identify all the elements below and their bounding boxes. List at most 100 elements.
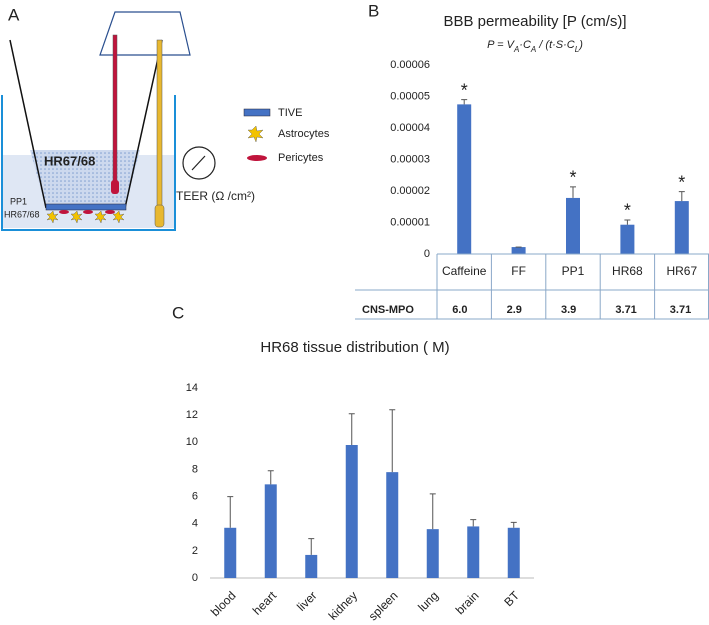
panel-label: B [368,1,379,20]
chart-title: HR68 tissue distribution ( M) [260,339,449,356]
subtitle-part: / (t·S·C [536,39,575,51]
error-bar [389,409,396,473]
x-tick-label: lung [415,588,441,614]
subtitle-part: ) [577,39,583,51]
table-cell: 3.71 [615,304,636,316]
table-cell: 3.9 [561,304,576,316]
error-bar [678,191,685,202]
panel-label: A [8,5,20,24]
astrocytes [46,210,125,224]
significance: * [678,172,685,192]
bar [507,527,520,578]
bar [620,224,635,254]
legend-swatch [247,125,264,143]
subtitle-part: A [513,45,519,54]
y-tick-label: 14 [186,382,198,394]
significance: * [624,201,631,221]
legend-label: Astrocytes [278,128,330,140]
bar [345,445,358,578]
panel-label: C [172,303,184,322]
y-tick-label: 0 [192,572,198,584]
x-tick-label: blood [208,588,239,619]
chart-subtitle: P = VA·CA / (t·S·CL) [487,39,583,54]
y-tick-label: 10 [186,436,198,448]
bar [386,472,399,578]
y-tick-label: 0.00003 [390,153,430,165]
error-bar [267,470,274,485]
y-tick-label: 12 [186,409,198,421]
error-bar [470,519,477,527]
bar [457,104,472,254]
y-tick-label: 4 [192,518,198,530]
bar [511,247,526,254]
y-tick-label: 0.00001 [390,216,430,228]
bar [224,527,237,578]
table-cell: 3.71 [670,304,691,316]
x-tick-label: FF [511,264,526,278]
tive-layer [45,203,127,211]
y-tick-label: 0.00002 [390,185,430,197]
subtitle-part: P = V [487,39,515,51]
table-cell: 6.0 [452,304,467,316]
error-bar [227,496,234,528]
error-bar [429,493,436,530]
x-tick-label: liver [294,588,319,613]
electrode [156,39,163,226]
y-tick-label: 0 [424,248,430,260]
error-bar [570,186,576,198]
significance: * [461,80,468,100]
meter-label: TEER (Ω /cm²) [176,189,255,203]
x-tick-label: spleen [366,588,401,623]
electrode-holder [99,11,191,56]
meter-needle [191,155,206,171]
y-tick-label: 8 [192,463,198,475]
error-bar [348,413,355,445]
legend-label: TIVE [278,107,302,119]
bar [467,526,480,578]
x-tick-label: BT [501,588,522,609]
insert-wall [124,39,163,209]
well-label: HR67/68 [44,153,95,168]
table-cell: 2.9 [507,304,522,316]
bar [566,197,580,254]
legend-swatch [243,108,271,117]
electrode-tip [111,180,119,194]
legend-swatch [247,155,267,161]
layer-label: HR67/68 [4,209,40,219]
y-tick-label: 2 [192,545,198,557]
subtitle-part: L [575,45,579,54]
y-tick-label: 6 [192,490,198,502]
error-bar [624,219,631,225]
y-tick-label: 0.00005 [390,90,430,102]
bar [264,484,277,578]
x-tick-label: brain [453,588,482,617]
bar [305,554,318,578]
y-tick-label: 0.00006 [390,59,430,71]
x-tick-label: Caffeine [442,264,487,278]
x-tick-label: HR68 [612,264,643,278]
subtitle-part: A [530,45,536,54]
electrode [112,34,118,191]
x-tick-label: heart [250,588,280,618]
y-tick-label: 0.00004 [390,122,430,134]
layer-label: PP1 [10,196,27,206]
bar [674,201,689,254]
table-row-label: CNS-MPO [362,304,414,316]
well [1,95,176,231]
diagram: HR67/68 PP1 HR67/68 TIVE Astrocytes Peri… [1,11,330,231]
bar [426,529,439,578]
x-tick-label: PP1 [562,264,585,278]
significance: * [569,168,576,188]
error-bar [461,99,468,105]
electrode-tip [154,204,165,228]
error-bar [308,538,315,555]
meter [182,146,216,180]
x-tick-label: HR67 [666,264,697,278]
subtitle-part: ·C [519,39,531,51]
insert-wall [9,39,47,209]
legend-label: Pericytes [278,152,324,164]
pericytes [59,210,115,214]
error-bar [510,521,517,528]
x-tick-label: kidney [326,588,360,622]
